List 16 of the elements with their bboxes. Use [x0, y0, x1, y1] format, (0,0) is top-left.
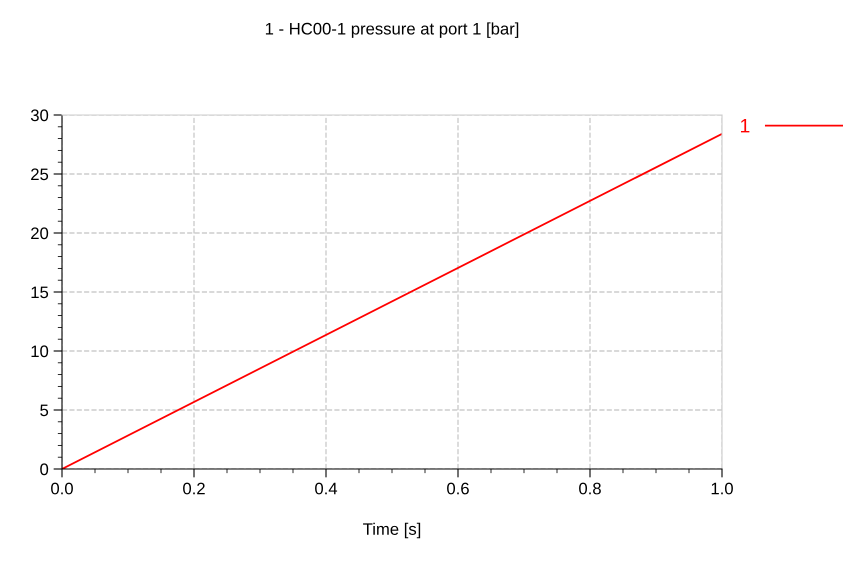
- legend-label: 1: [740, 119, 750, 132]
- x-tick-label: 0.0: [51, 482, 73, 494]
- y-tick-label: 30: [30, 109, 48, 122]
- y-tick-label: 20: [31, 227, 48, 240]
- x-tick-label: 1.0: [712, 482, 733, 494]
- y-tick-label: 5: [40, 404, 48, 416]
- x-tick-label: 0.2: [183, 482, 205, 494]
- x-tick-label: 0.8: [579, 482, 601, 494]
- x-tick-label: 0.6: [447, 482, 469, 494]
- x-tick-label: 0.4: [315, 482, 338, 494]
- y-tick-label: 0: [40, 463, 48, 476]
- chart-title: 1 - HC00-1 pressure at port 1 [bar]: [266, 22, 518, 38]
- y-tick-label: 10: [32, 345, 48, 358]
- y-tick-label: 15: [32, 286, 48, 298]
- x-axis-title: Time [s]: [363, 522, 420, 538]
- y-tick-label: 25: [31, 168, 48, 180]
